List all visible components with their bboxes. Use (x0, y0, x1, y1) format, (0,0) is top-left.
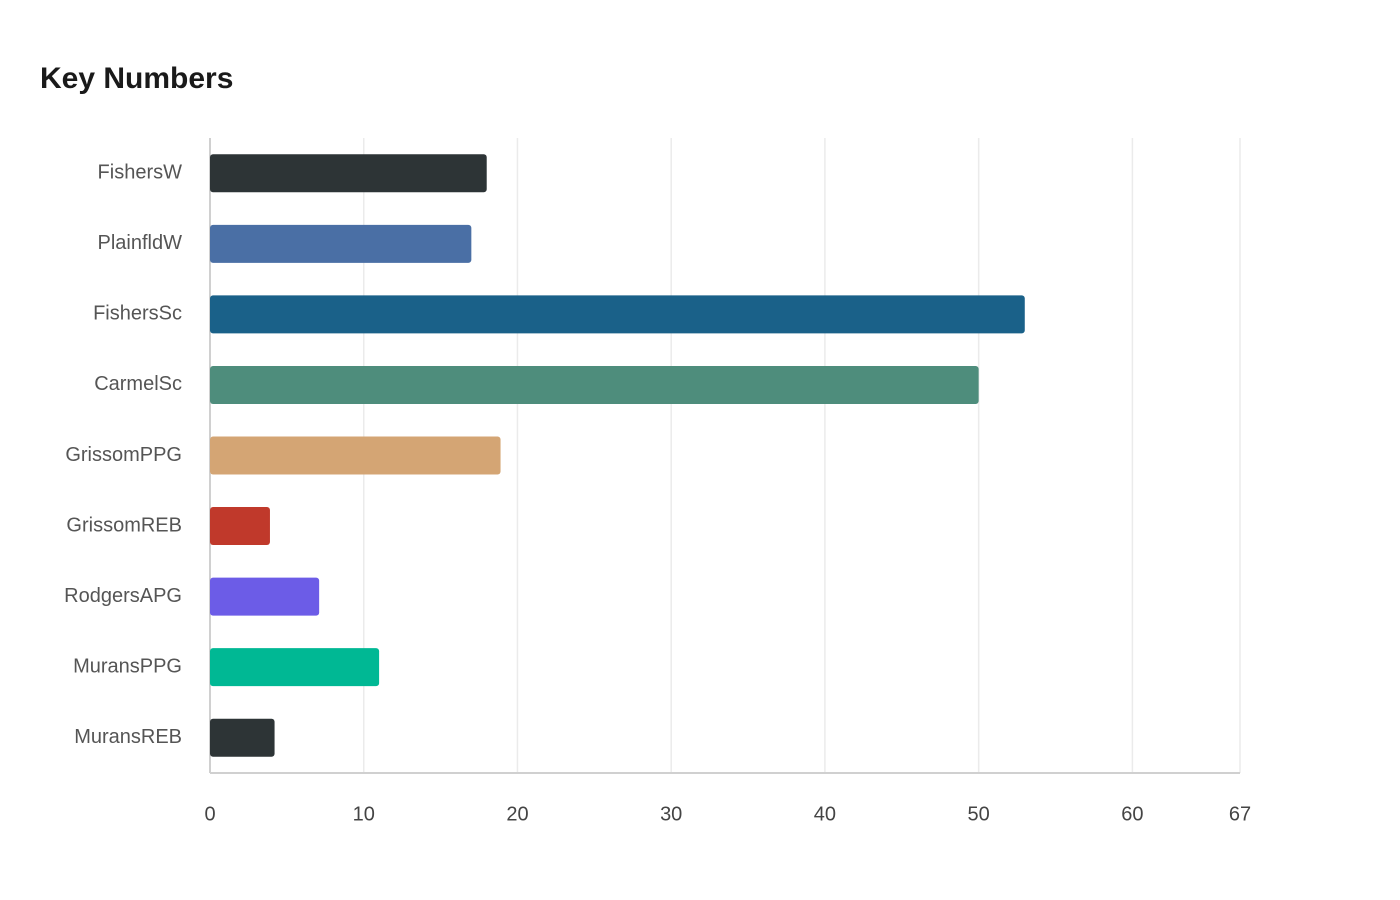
bar (210, 718, 275, 757)
x-tick-label: 50 (968, 803, 990, 825)
bar (210, 295, 1025, 334)
y-tick-label: RodgersAPG (64, 585, 182, 607)
y-tick-label: MuransREB (74, 726, 182, 748)
x-tick-label: 67 (1229, 803, 1251, 825)
y-tick-label: PlainfldW (98, 232, 183, 254)
x-tick-label: 0 (204, 803, 215, 825)
x-tick-label: 30 (660, 803, 682, 825)
x-tick-label: 10 (353, 803, 375, 825)
y-tick-label: GrissomREB (66, 514, 182, 536)
y-tick-label: CarmelSc (94, 373, 182, 395)
bar (210, 224, 472, 263)
bar (210, 648, 380, 687)
y-tick-label: FishersSc (93, 303, 182, 325)
bar (210, 154, 487, 193)
y-tick-label: GrissomPPG (65, 444, 182, 466)
y-tick-label: MuransPPG (73, 655, 182, 677)
x-tick-label: 60 (1121, 803, 1143, 825)
bar (210, 507, 270, 546)
x-tick-label: 40 (814, 803, 836, 825)
chart-title: Key Numbers (40, 62, 233, 95)
y-tick-label: FishersW (98, 162, 183, 184)
bar (210, 577, 320, 616)
bar (210, 365, 979, 404)
bar (210, 436, 501, 475)
x-tick-label: 20 (506, 803, 528, 825)
